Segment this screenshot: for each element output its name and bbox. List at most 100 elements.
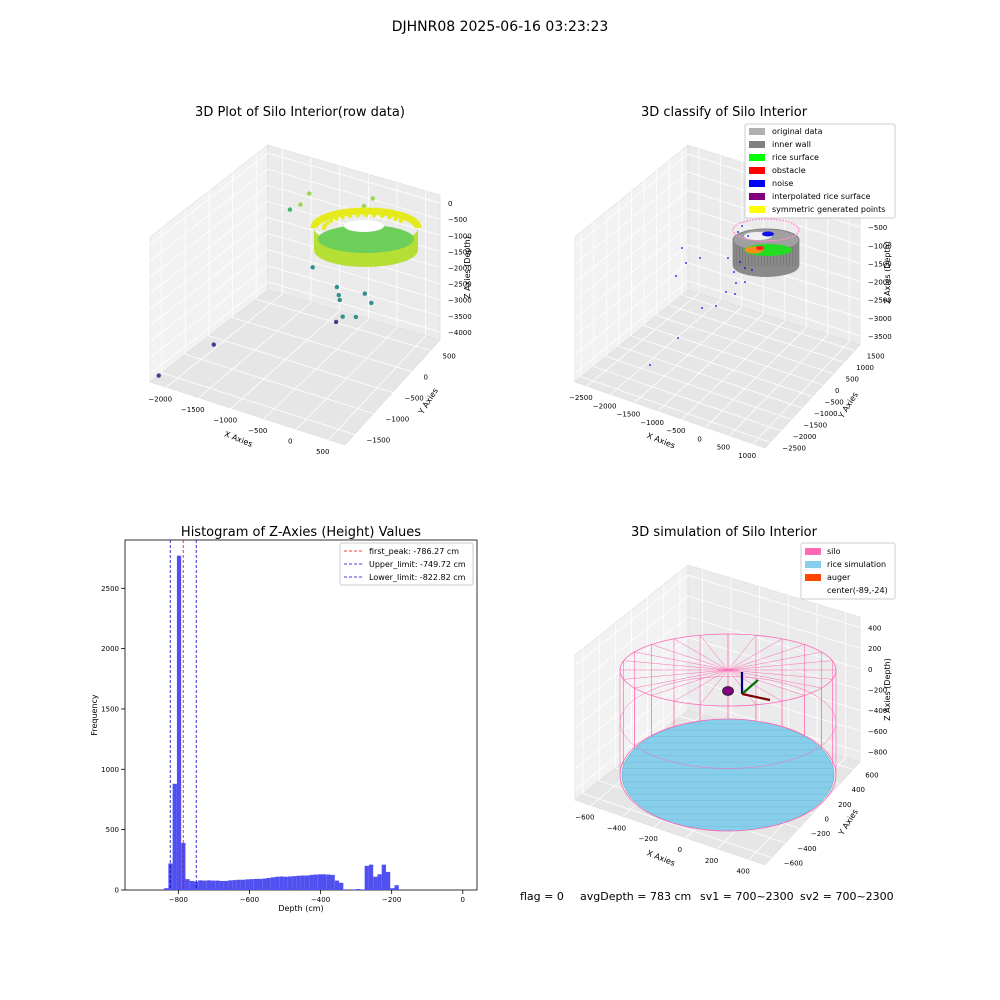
y-tick-label: 0 bbox=[115, 887, 119, 895]
z-axis-label: Z Axies (Depth) bbox=[883, 241, 892, 304]
histogram-bar bbox=[394, 885, 399, 890]
footer-flag: flag = 0 bbox=[520, 890, 564, 903]
x-tick-label: −1000 bbox=[213, 416, 237, 424]
z-tick-label: 400 bbox=[868, 624, 881, 632]
x-tick-label: −1500 bbox=[181, 406, 205, 414]
histogram-bar bbox=[176, 555, 182, 890]
legend-label: noise bbox=[772, 179, 793, 188]
x-tick-label: 500 bbox=[717, 444, 730, 452]
noise-point bbox=[739, 261, 741, 263]
histogram-bar bbox=[292, 876, 297, 890]
histogram-bar bbox=[232, 880, 237, 890]
z-tick-label: −3500 bbox=[868, 333, 892, 341]
histogram-bar bbox=[283, 876, 288, 890]
y-tick-label: 1500 bbox=[101, 705, 119, 713]
histogram-bar bbox=[313, 874, 318, 890]
x-tick-label: −500 bbox=[666, 427, 685, 435]
histogram-bar bbox=[343, 889, 348, 890]
z-tick-label: −2000 bbox=[448, 265, 472, 273]
histogram-bar bbox=[356, 889, 361, 890]
grid-line bbox=[256, 298, 431, 351]
noise-point bbox=[649, 364, 651, 366]
noise-point bbox=[701, 307, 703, 309]
ring-gap bbox=[344, 220, 384, 232]
grid-line bbox=[681, 294, 855, 352]
y-tick-label: 600 bbox=[865, 771, 878, 779]
noise-point bbox=[751, 269, 753, 271]
silo-wire bbox=[727, 660, 833, 671]
z-tick-label: −2500 bbox=[868, 297, 892, 305]
histogram-bar bbox=[317, 874, 322, 890]
noise-point bbox=[737, 231, 739, 233]
legend-label: first_peak: -786.27 cm bbox=[369, 547, 459, 556]
interpolated-rim bbox=[732, 218, 800, 242]
y-tick-label: −2500 bbox=[782, 444, 806, 452]
panel-raw-title: 3D Plot of Silo Interior(row data) bbox=[195, 105, 405, 120]
histogram-bar bbox=[189, 880, 194, 890]
grid-line bbox=[581, 376, 771, 443]
outlier-point bbox=[333, 319, 339, 325]
x-tick-label: −2000 bbox=[593, 402, 617, 410]
histogram-bar bbox=[257, 878, 263, 890]
grid-line bbox=[149, 168, 441, 262]
y-tick-label: 500 bbox=[443, 353, 456, 361]
outlier-point bbox=[353, 314, 359, 320]
legend-swatch bbox=[749, 206, 765, 213]
y-tick-label: 2500 bbox=[101, 585, 119, 593]
x-tick-label: 200 bbox=[705, 857, 718, 865]
histogram-ylabel: Frequency bbox=[90, 694, 99, 736]
y-tick-label: −2000 bbox=[793, 433, 817, 441]
y-axis-label: Y Axies bbox=[836, 808, 860, 838]
ring-point bbox=[379, 213, 385, 219]
x-tick-label: 400 bbox=[736, 868, 749, 876]
panel-histogram: Histogram of Z-Axies (Height) Values −80… bbox=[90, 525, 478, 913]
axis-arrow-y bbox=[741, 679, 759, 695]
histogram-bar bbox=[164, 888, 169, 890]
histogram-bar bbox=[351, 889, 357, 890]
x-tick-label: −400 bbox=[607, 824, 626, 832]
x-tick-label: −600 bbox=[575, 813, 594, 821]
noise-cluster bbox=[762, 231, 774, 237]
histogram-bar bbox=[360, 889, 365, 890]
grid-line bbox=[606, 356, 792, 420]
grid-line bbox=[161, 372, 355, 435]
ring-point bbox=[393, 216, 398, 222]
histogram-bar bbox=[262, 878, 267, 890]
noise-point bbox=[677, 337, 679, 339]
z-tick-label: −3000 bbox=[448, 297, 472, 305]
noise-point bbox=[685, 262, 687, 264]
outlier-point bbox=[370, 196, 375, 201]
histogram-title: Histogram of Z-Axies (Height) Values bbox=[181, 525, 421, 540]
legend-label: original data bbox=[772, 127, 823, 136]
silo-mid-rim bbox=[619, 676, 837, 769]
ring-point bbox=[355, 213, 361, 218]
grid-line bbox=[631, 335, 813, 397]
silo-wire bbox=[727, 644, 805, 671]
grid-line bbox=[574, 280, 861, 374]
histogram-bar bbox=[245, 879, 250, 890]
ring-point bbox=[334, 216, 339, 222]
histogram-bar bbox=[198, 880, 203, 890]
legend-label: Lower_limit: -822.82 cm bbox=[369, 573, 466, 582]
x-tick-label: 0 bbox=[288, 437, 292, 445]
histogram-bar bbox=[211, 880, 216, 890]
raw-3d-points bbox=[156, 191, 422, 378]
panel-simulation-3d: 3D simulation of Silo Interior −600 −400 −… bbox=[574, 525, 896, 876]
legend-label: rice surface bbox=[772, 153, 819, 162]
grid-line bbox=[574, 637, 861, 728]
histogram-bar bbox=[377, 874, 382, 890]
silo-wire bbox=[699, 669, 729, 705]
legend-box bbox=[339, 542, 474, 586]
histogram-bar bbox=[373, 876, 378, 890]
z-tick-label: −3000 bbox=[868, 315, 892, 323]
grid-line bbox=[574, 574, 861, 666]
x-tick-label: 500 bbox=[316, 448, 329, 456]
grid-line bbox=[232, 317, 412, 372]
histogram-xlabel: Depth (cm) bbox=[278, 904, 323, 913]
histogram-bar bbox=[219, 880, 224, 890]
ring-point bbox=[324, 220, 330, 226]
z-tick-label: −3500 bbox=[448, 313, 472, 321]
silo-wire bbox=[651, 644, 729, 671]
z-tick-label: −1500 bbox=[448, 248, 472, 256]
z-tick-label: 200 bbox=[868, 645, 881, 653]
